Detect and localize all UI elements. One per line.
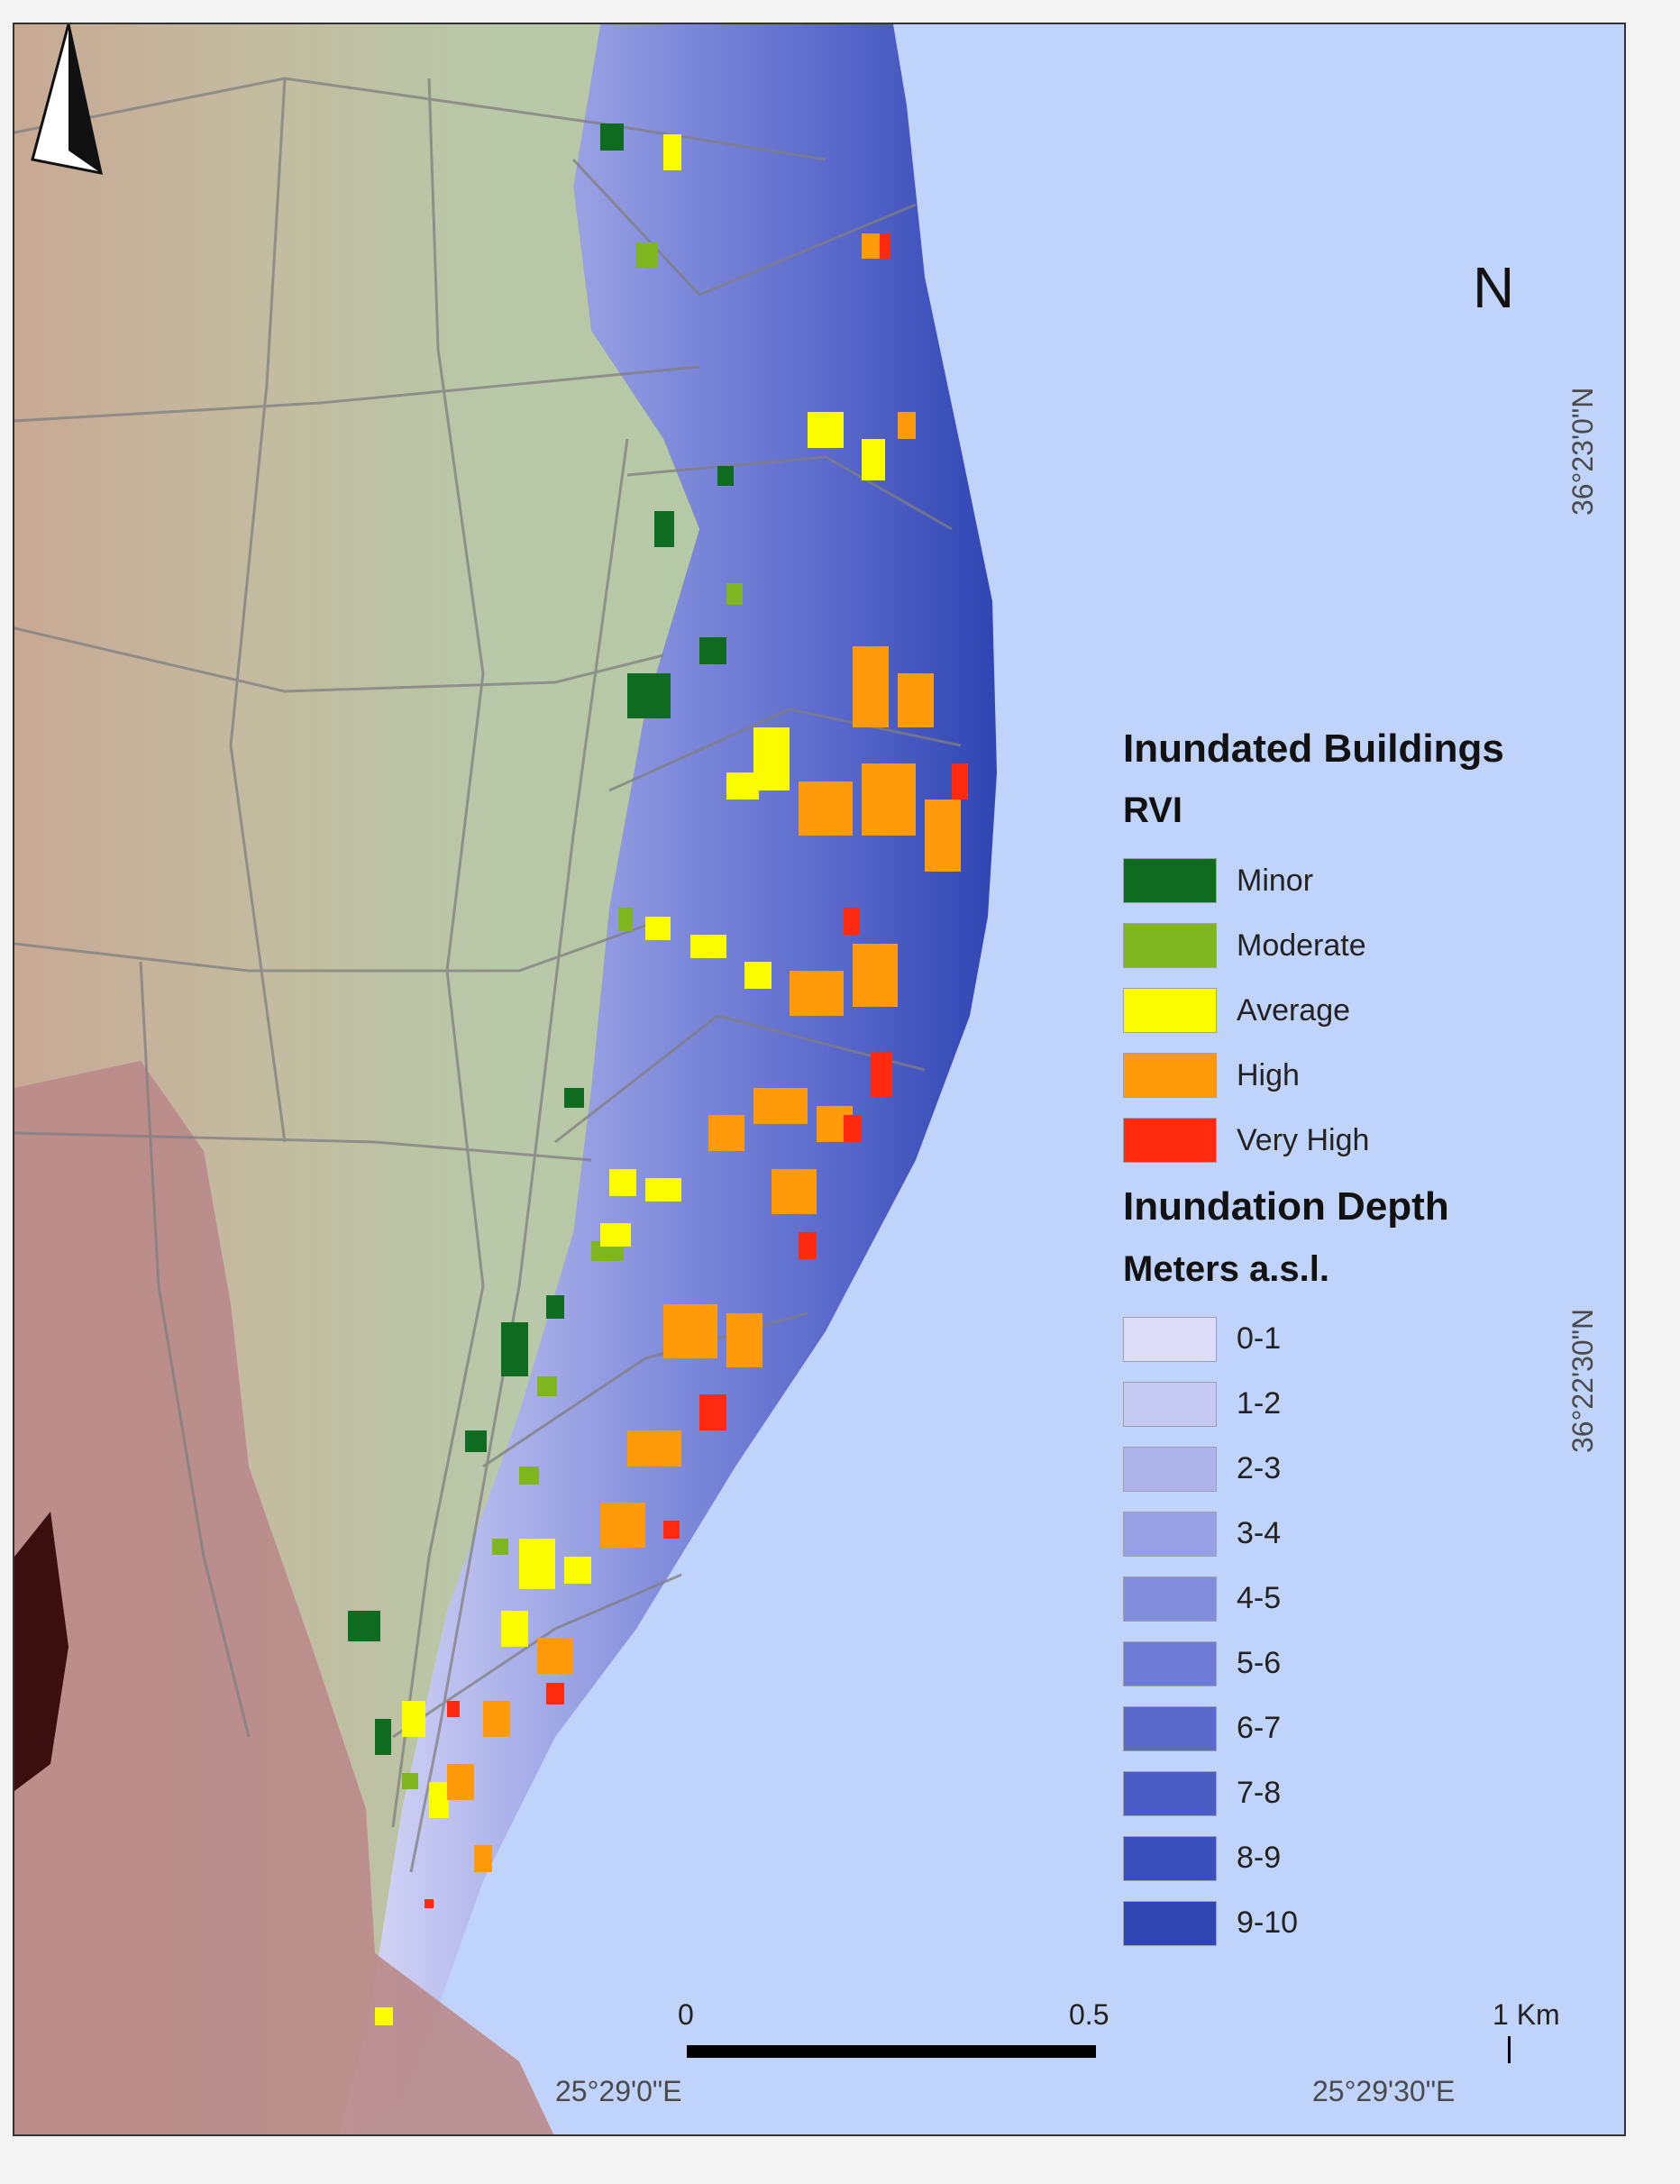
depth-legend-item: 9-10 [1123,1891,1592,1956]
legend-depth-unit: Meters a.s.l. [1123,1248,1330,1289]
rvi-legend-swatch [1123,923,1217,969]
legend-rvi-list: Minor Moderate Average High Very High [1123,848,1592,1173]
depth-legend-item: 5-6 [1123,1631,1592,1696]
scale-bar [687,2045,1096,2058]
north-label: N [1473,255,1515,320]
depth-legend-swatch [1123,1835,1217,1881]
legend-depth-heading: Inundation Depth [1123,1184,1449,1229]
rvi-legend-item: Moderate [1123,913,1592,978]
scale-bar-end-tick [1508,2036,1511,2063]
buildings-high [447,233,961,1872]
depth-legend-label: 9-10 [1237,1905,1299,1941]
rvi-legend-label: Very High [1237,1122,1370,1157]
rvi-legend-item: High [1123,1043,1592,1108]
longitude-label-right: 25°29'30"E [1312,2075,1456,2107]
depth-legend-item: 4-5 [1123,1567,1592,1631]
rvi-legend-item: Average [1123,978,1592,1043]
depth-legend-swatch [1123,1316,1217,1362]
rvi-legend-label: Minor [1237,863,1314,898]
latitude-label-top: 36°23'0"N [1566,387,1599,516]
depth-legend-swatch [1123,1446,1217,1492]
longitude-label-left: 25°29'0"E [555,2075,682,2107]
depth-legend-label: 5-6 [1237,1646,1282,1681]
rvi-legend-label: Moderate [1237,928,1366,963]
scale-label-1km: 1 Km [1493,1998,1560,2031]
depth-legend-swatch [1123,1381,1217,1427]
buildings-minor [348,123,734,1755]
rvi-legend-swatch [1123,988,1217,1034]
depth-legend-label: 2-3 [1237,1451,1282,1486]
depth-legend-item: 1-2 [1123,1372,1592,1437]
depth-legend-label: 1-2 [1237,1386,1282,1421]
depth-legend-label: 8-9 [1237,1841,1282,1876]
legend-depth-list: 0-1 1-2 2-3 3-4 4-5 5-6 6-7 7-8 8-9 9-10 [1123,1307,1592,1956]
depth-legend-label: 6-7 [1237,1711,1282,1746]
mountain-shadow [14,1512,68,1791]
legend-title: Inundated Buildings [1123,726,1504,771]
depth-legend-swatch [1123,1770,1217,1816]
depth-legend-item: 8-9 [1123,1826,1592,1891]
depth-legend-swatch [1123,1705,1217,1751]
depth-legend-swatch [1123,1640,1217,1686]
buildings-very-high [425,233,968,1908]
legend-rvi-heading: RVI [1123,790,1182,831]
map-canvas [14,24,1624,2134]
inundation-depth-area [339,24,997,2134]
depth-legend-item: 2-3 [1123,1437,1592,1502]
scale-bar-line [1096,2051,1511,2052]
depth-legend-item: 7-8 [1123,1761,1592,1826]
depth-legend-swatch [1123,1511,1217,1557]
rvi-legend-label: High [1237,1057,1300,1092]
depth-legend-item: 6-7 [1123,1696,1592,1761]
rvi-legend-swatch [1123,858,1217,904]
map-frame: N 36°23'0"N 36°22'30"N 25°29'0"E 25°29'3… [13,23,1626,2136]
depth-legend-item: 3-4 [1123,1502,1592,1567]
scale-label-0: 0 [678,1998,694,2031]
buildings-average [375,134,885,2025]
depth-legend-swatch [1123,1900,1217,1946]
rvi-legend-label: Average [1237,992,1351,1028]
depth-legend-label: 4-5 [1237,1581,1282,1616]
mountain-area [14,1061,554,2134]
north-arrow-icon [31,24,103,175]
depth-legend-label: 3-4 [1237,1516,1282,1551]
legend: Inundated Buildings RVI Minor Moderate Ave… [1123,726,1592,1956]
rvi-legend-swatch [1123,1053,1217,1099]
depth-legend-swatch [1123,1576,1217,1622]
rvi-legend-item: Very High [1123,1108,1592,1173]
scale-label-0-5: 0.5 [1069,1998,1109,2031]
rvi-legend-item: Minor [1123,848,1592,913]
depth-legend-label: 7-8 [1237,1776,1282,1811]
rvi-legend-swatch [1123,1118,1217,1164]
depth-legend-label: 0-1 [1237,1321,1282,1357]
depth-legend-item: 0-1 [1123,1307,1592,1372]
